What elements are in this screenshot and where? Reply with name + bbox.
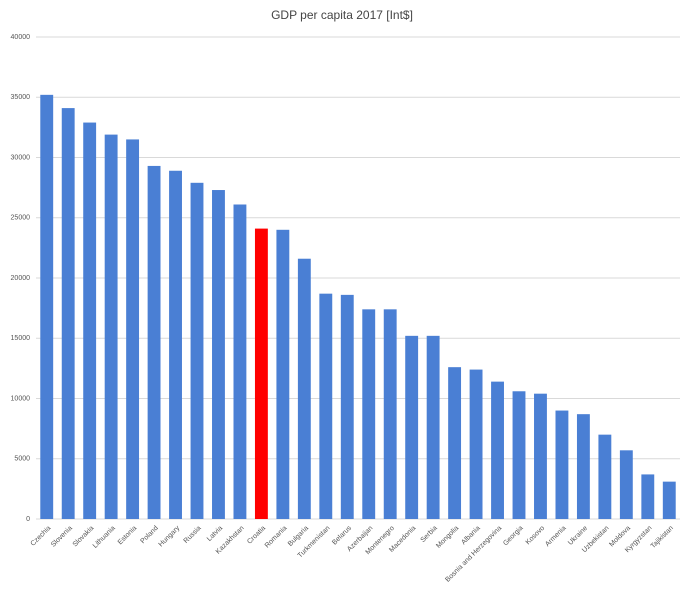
bar	[426, 335, 440, 519]
x-tick-label: Armenia	[544, 525, 567, 548]
y-tick-label: 15000	[11, 335, 31, 342]
x-tick-label: Hungary	[158, 524, 182, 548]
x-tick-label: Tajikistan	[650, 525, 675, 550]
bar	[319, 293, 333, 519]
x-tick-label: Kosovo	[525, 525, 547, 547]
bar	[662, 481, 676, 519]
bar	[448, 367, 462, 519]
bar	[276, 229, 290, 520]
x-tick-label: Estonia	[117, 525, 139, 547]
x-tick-label: Russia	[183, 525, 203, 545]
bar	[297, 258, 311, 519]
y-tick-label: 10000	[11, 395, 31, 402]
bar	[383, 309, 397, 519]
bar	[598, 434, 612, 519]
bar	[212, 190, 225, 519]
bar	[254, 228, 268, 519]
x-tick-label: Poland	[139, 525, 159, 545]
x-tick-label: Mongolia	[435, 525, 460, 550]
bar	[169, 170, 182, 519]
x-tick-label: Albania	[460, 525, 482, 547]
y-tick-label: 20000	[11, 275, 31, 282]
y-tick-label: 0	[26, 516, 30, 523]
bar	[576, 414, 590, 519]
bar	[190, 182, 204, 519]
bar	[512, 391, 526, 519]
x-tick-label: Romania	[264, 525, 289, 550]
bar	[61, 108, 75, 519]
chart-title: GDP per capita 2017 [Int$]	[271, 8, 413, 22]
y-tick-label: 40000	[11, 34, 31, 41]
bar	[641, 474, 655, 519]
x-tick-label: Serbia	[420, 525, 439, 544]
bar	[104, 134, 118, 520]
bar	[619, 450, 633, 519]
bar	[405, 335, 419, 519]
bar	[147, 165, 161, 519]
y-tick-label: 35000	[11, 94, 31, 101]
bar	[469, 369, 483, 519]
bar	[40, 94, 54, 519]
y-tick-label: 30000	[11, 154, 31, 161]
y-tick-label: 25000	[11, 215, 31, 222]
x-tick-label: Georgia	[502, 525, 525, 548]
bar	[126, 139, 140, 520]
bar	[491, 381, 504, 519]
bar	[534, 393, 547, 519]
x-tick-label: Slovenia	[50, 525, 74, 549]
bar	[340, 294, 354, 519]
bar	[362, 309, 376, 519]
bar	[83, 122, 97, 520]
bar	[233, 204, 247, 519]
x-tick-label: Lithuania	[92, 525, 117, 550]
y-tick-label: 5000	[14, 456, 30, 463]
x-tick-label: Croatia	[246, 525, 267, 546]
bar	[555, 410, 569, 519]
x-tick-label: Latvia	[206, 525, 224, 543]
